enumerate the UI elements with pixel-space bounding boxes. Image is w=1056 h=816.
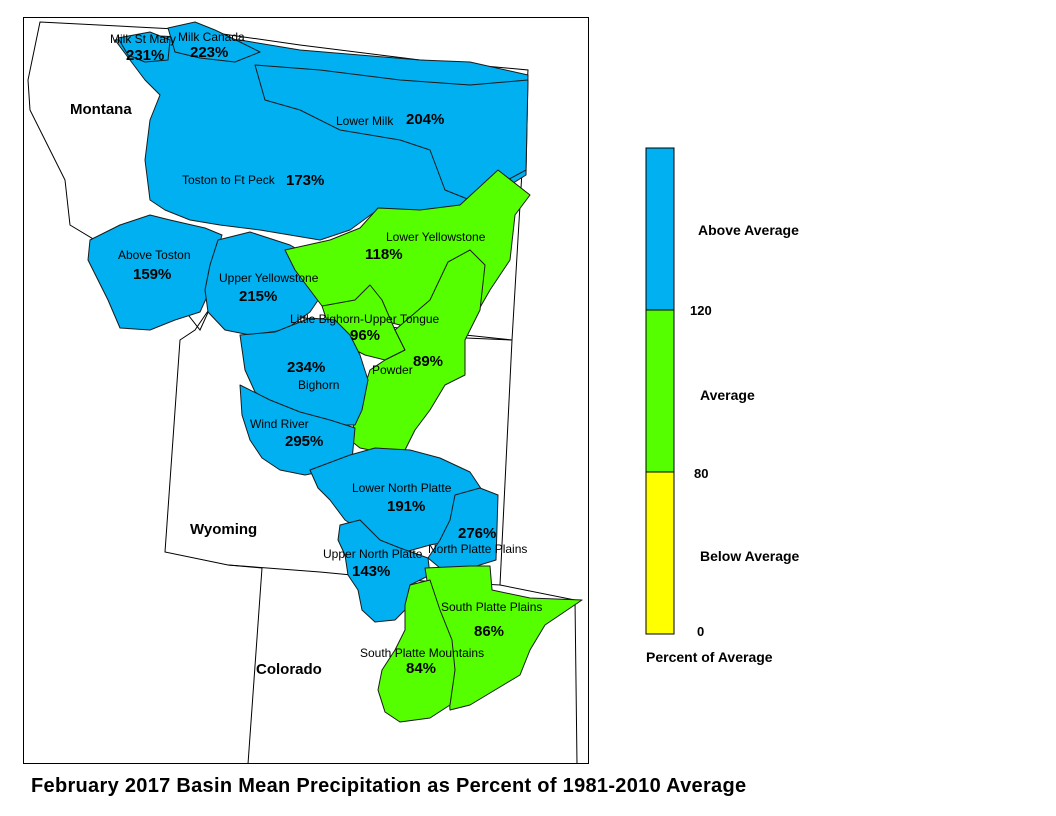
basins [87,21,583,723]
pct-upper-yellowstone: 215% [239,288,277,305]
pct-lower-milk: 204% [406,111,444,128]
legend-swatch-below [645,471,675,635]
pct-upper-north-platte: 143% [352,563,390,580]
label-powder: Powder [372,363,413,377]
basin-milk-st-mary[interactable] [117,31,171,63]
pct-toston-to-ft-peck: 173% [286,172,324,189]
legend-title: Percent of Average [646,649,773,665]
pct-wind-river: 295% [285,433,323,450]
legend-label-below: Below Average [700,548,800,564]
label-south-platte-mountains: South Platte Mountains [360,646,484,660]
label-lower-yellowstone: Lower Yellowstone [386,230,486,244]
pct-lower-north-platte: 191% [387,498,425,515]
state-labels: Montana Wyoming Colorado [70,101,322,678]
legend-swatch-above [645,147,675,311]
label-lower-milk: Lower Milk [336,114,394,128]
label-toston-to-ft-peck: Toston to Ft Peck [182,173,276,187]
pct-lower-yellowstone: 118% [365,246,403,263]
pct-powder: 89% [413,353,443,370]
label-little-bighorn-upper-tongue: Little Bighorn-Upper Tongue [290,312,440,326]
pct-little-bighorn-upper-tongue: 96% [350,327,380,344]
label-south-platte-plains: South Platte Plains [441,600,542,614]
legend-tick-0: 0 [697,624,705,639]
basin-above-toston[interactable] [87,214,223,331]
pct-bighorn: 234% [287,359,325,376]
basin-labels: Milk St Mary 231% Milk Canada 223% Lower… [110,30,542,677]
label-north-platte-plains: North Platte Plains [428,542,527,556]
pct-south-platte-plains: 86% [474,623,504,640]
legend-label-above: Above Average [698,222,799,238]
legend-label-average: Average [700,387,755,403]
label-wind-river: Wind River [250,417,309,431]
pct-milk-st-mary: 231% [126,47,164,64]
pct-north-platte-plains: 276% [458,525,496,542]
legend-tick-120: 120 [690,303,712,318]
state-label-colorado: Colorado [256,661,322,678]
map-caption: February 2017 Basin Mean Precipitation a… [31,775,747,797]
label-milk-canada: Milk Canada [178,30,245,44]
label-bighorn: Bighorn [298,378,339,392]
state-label-wyoming: Wyoming [190,521,257,538]
label-milk-st-mary: Milk St Mary [110,32,176,46]
wyoming-outline [164,307,513,586]
pct-milk-canada: 223% [190,44,228,61]
legend-bar [645,147,675,635]
basin-lower-milk[interactable] [254,64,529,201]
label-above-toston: Above Toston [118,248,191,262]
state-label-montana: Montana [70,101,132,118]
legend-tick-80: 80 [694,466,709,481]
pct-south-platte-mountains: 84% [406,660,436,677]
label-upper-yellowstone: Upper Yellowstone [219,271,319,285]
legend-swatch-average [645,309,675,473]
label-lower-north-platte: Lower North Platte [352,481,452,495]
label-upper-north-platte: Upper North Platte [323,547,423,561]
map-frame [23,17,589,764]
basin-milk-canada[interactable] [167,21,261,63]
pct-above-toston: 159% [133,266,171,283]
basin-south-platte-mountains[interactable] [377,579,456,723]
